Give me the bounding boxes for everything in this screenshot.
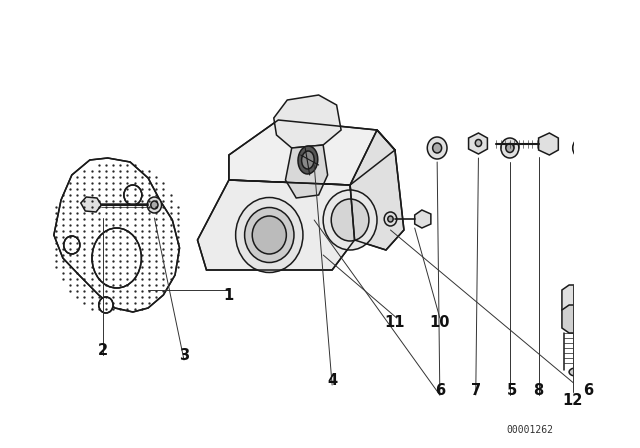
Ellipse shape: [252, 216, 286, 254]
Polygon shape: [54, 158, 180, 312]
Text: 5: 5: [506, 383, 516, 397]
Polygon shape: [274, 95, 341, 148]
Ellipse shape: [236, 198, 303, 272]
Ellipse shape: [569, 368, 582, 376]
Ellipse shape: [99, 297, 113, 313]
Text: 3: 3: [179, 348, 189, 362]
Polygon shape: [350, 130, 404, 250]
Ellipse shape: [301, 151, 314, 169]
Ellipse shape: [298, 146, 318, 174]
Text: 1: 1: [224, 288, 234, 302]
Text: 8: 8: [534, 383, 544, 397]
Text: 7: 7: [470, 383, 481, 397]
Ellipse shape: [92, 228, 141, 288]
Text: 10: 10: [429, 314, 450, 329]
Polygon shape: [229, 120, 395, 185]
Ellipse shape: [433, 143, 442, 153]
Ellipse shape: [124, 185, 142, 205]
Ellipse shape: [151, 201, 158, 209]
Text: 12: 12: [563, 392, 583, 408]
Text: 2: 2: [98, 343, 108, 358]
Polygon shape: [562, 305, 589, 333]
Ellipse shape: [332, 199, 369, 241]
Ellipse shape: [147, 197, 161, 213]
Text: 11: 11: [385, 314, 405, 329]
Text: 6: 6: [435, 383, 445, 397]
Ellipse shape: [428, 137, 447, 159]
Text: 00001262: 00001262: [506, 425, 553, 435]
Ellipse shape: [244, 207, 294, 263]
Text: 6: 6: [583, 383, 593, 397]
Polygon shape: [539, 133, 558, 155]
Ellipse shape: [578, 143, 586, 152]
Ellipse shape: [501, 138, 519, 158]
Text: 4: 4: [327, 372, 337, 388]
Ellipse shape: [476, 139, 481, 146]
Ellipse shape: [388, 216, 393, 222]
Ellipse shape: [573, 138, 591, 158]
Polygon shape: [468, 133, 488, 154]
Polygon shape: [415, 210, 431, 228]
Polygon shape: [198, 180, 355, 270]
Polygon shape: [562, 285, 589, 315]
Ellipse shape: [323, 190, 377, 250]
Polygon shape: [81, 197, 101, 212]
Ellipse shape: [384, 212, 397, 226]
Ellipse shape: [506, 143, 514, 152]
Ellipse shape: [64, 236, 80, 254]
Polygon shape: [285, 145, 328, 198]
